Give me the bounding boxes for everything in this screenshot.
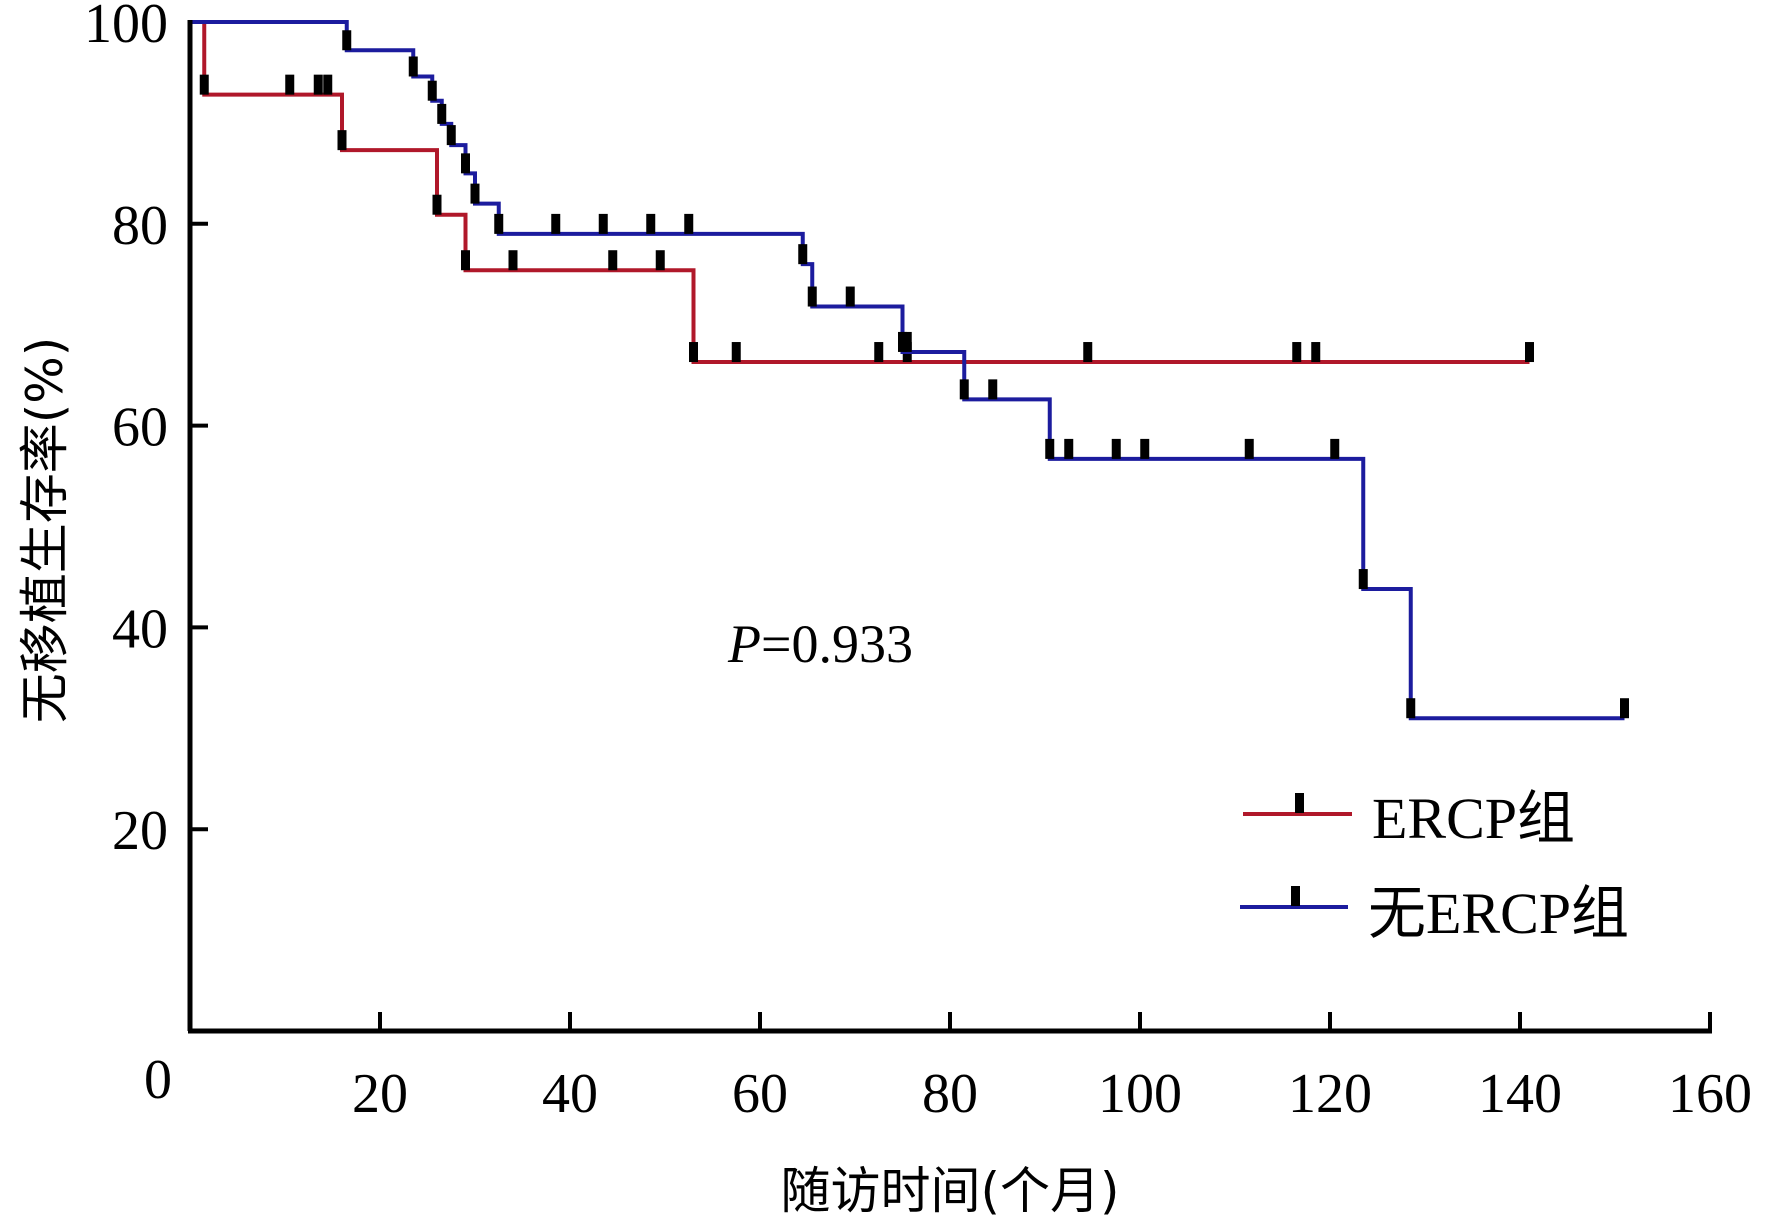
censor-mark-icon xyxy=(446,125,456,146)
censor-mark-icon xyxy=(655,250,665,271)
y-tick-label: 100 xyxy=(84,0,168,55)
legend-label-no-ercp: 无ERCP组 xyxy=(1368,881,1629,946)
x-axis-title: 随访时间(个月) xyxy=(780,1162,1119,1220)
censor-mark-icon xyxy=(1620,698,1629,719)
p-value-annotation: P=0.933 xyxy=(727,614,913,674)
x-ticks: 0 20 40 60 80 100 120 140 160 xyxy=(144,1012,1752,1125)
x-tick-label: 80 xyxy=(922,1063,978,1125)
p-symbol: P xyxy=(727,614,761,674)
censor-mark-icon xyxy=(551,213,561,234)
y-axis-title: 无移植生存率(%) xyxy=(16,337,74,724)
censor-mark-icon xyxy=(898,331,907,352)
censor-mark-icon xyxy=(1291,886,1300,906)
censor-mark-icon xyxy=(1045,438,1055,459)
censor-mark-icon xyxy=(1111,438,1121,459)
axes: 0 20 40 60 80 100 120 140 160 20 40 60 80 100 xyxy=(84,0,1752,1125)
censor-mark-icon xyxy=(845,286,855,307)
censor-mark-icon xyxy=(807,286,817,307)
y-tick-label: 20 xyxy=(112,800,168,862)
x-tick-label: 120 xyxy=(1288,1063,1372,1125)
censor-mark-icon xyxy=(1244,438,1254,459)
censor-mark-icon xyxy=(684,213,694,234)
y-tick-label: 60 xyxy=(112,397,168,459)
legend-item-no-ercp: 无ERCP组 xyxy=(1240,881,1629,946)
censor-mark-icon xyxy=(461,250,470,271)
x-tick-label: 140 xyxy=(1478,1063,1562,1125)
censor-mark-icon xyxy=(285,74,295,95)
censor-mark-icon xyxy=(1083,342,1093,363)
censor-mark-icon xyxy=(342,30,352,51)
censor-mark-icon xyxy=(323,74,333,95)
y-tick-label: 40 xyxy=(112,598,168,660)
legend: ERCP组 无ERCP组 xyxy=(1240,786,1629,946)
censor-mark-icon xyxy=(1525,342,1534,363)
x-tick-label: 0 xyxy=(144,1049,172,1111)
ercp-curve xyxy=(190,20,1530,365)
censor-mark-icon xyxy=(874,342,884,363)
censor-mark-icon xyxy=(461,153,470,174)
censor-mark-icon xyxy=(608,250,618,271)
censor-mark-icon xyxy=(199,74,209,95)
y-tick-label: 80 xyxy=(112,195,168,257)
censor-mark-icon xyxy=(1064,438,1074,459)
x-tick-label: 60 xyxy=(732,1063,788,1125)
censor-mark-icon xyxy=(1295,793,1304,813)
censor-mark-icon xyxy=(427,80,437,101)
censor-mark-icon xyxy=(1406,698,1416,719)
x-tick-label: 160 xyxy=(1668,1063,1752,1125)
censor-mark-icon xyxy=(646,213,656,234)
censor-mark-icon xyxy=(988,379,998,400)
censor-mark-icon xyxy=(437,103,447,124)
censor-mark-icon xyxy=(470,183,480,204)
censor-mark-icon xyxy=(337,130,347,151)
plot-series xyxy=(190,20,1629,721)
y-ticks: 20 40 60 80 100 xyxy=(84,0,208,862)
censor-mark-icon xyxy=(1311,342,1321,363)
x-tick-label: 40 xyxy=(542,1063,598,1125)
censor-mark-icon xyxy=(313,74,323,95)
censor-mark-icon xyxy=(598,213,608,234)
x-tick-label: 100 xyxy=(1098,1063,1182,1125)
censor-mark-icon xyxy=(1330,438,1340,459)
legend-item-ercp: ERCP组 xyxy=(1243,786,1575,851)
censor-mark-icon xyxy=(731,342,741,363)
x-tick-label: 20 xyxy=(352,1063,408,1125)
censor-mark-icon xyxy=(1292,342,1302,363)
censor-mark-icon xyxy=(508,250,518,271)
censor-mark-icon xyxy=(1358,569,1368,590)
censor-mark-icon xyxy=(432,194,442,215)
p-value-text: =0.933 xyxy=(761,614,913,674)
censor-mark-icon xyxy=(408,56,418,77)
legend-label-ercp: ERCP组 xyxy=(1372,786,1575,851)
censor-mark-icon xyxy=(959,379,969,400)
censor-mark-icon xyxy=(494,213,504,234)
censor-mark-icon xyxy=(798,244,808,265)
censor-mark-icon xyxy=(689,342,698,363)
censor-mark-icon xyxy=(902,331,912,352)
censor-mark-icon xyxy=(1140,438,1150,459)
